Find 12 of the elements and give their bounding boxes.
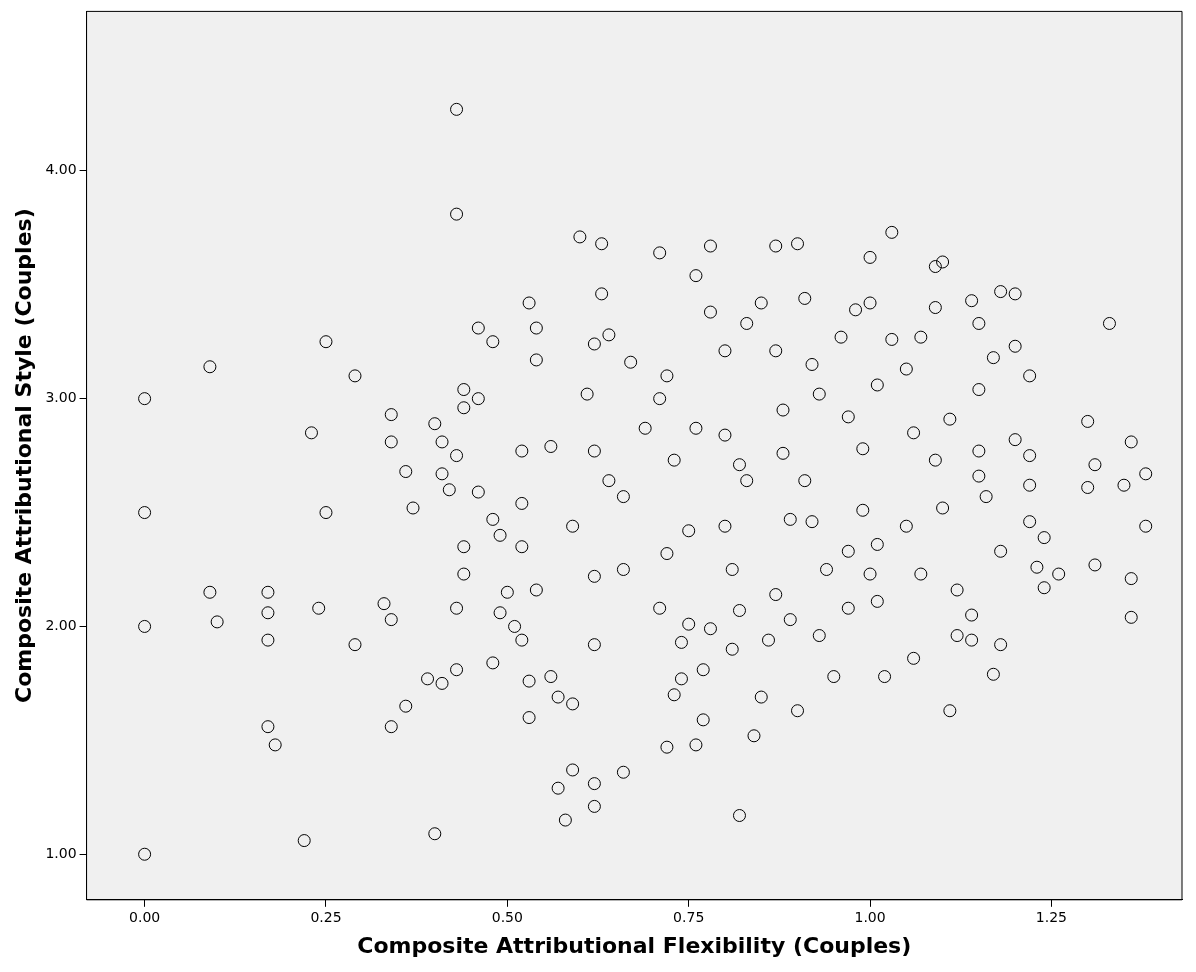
x-tick-label: 1.25 <box>1035 908 1068 925</box>
y-tick-label: 3.00 <box>45 389 77 406</box>
y-tick-label: 4.00 <box>45 161 77 178</box>
x-axis-title: Composite Attributional Flexibility (Couples) <box>357 932 912 958</box>
y-tick-label: 1.00 <box>45 844 77 861</box>
x-tick-label: 0.25 <box>310 908 342 925</box>
x-tick-label: 0.00 <box>129 908 161 925</box>
x-tick-label: 1.00 <box>854 908 886 925</box>
x-tick-label: 0.50 <box>491 908 523 925</box>
x-tick-label: 0.75 <box>673 908 705 925</box>
y-tick-label: 2.00 <box>45 617 77 634</box>
y-axis-title: Composite Attributional Style (Couples) <box>10 208 36 703</box>
